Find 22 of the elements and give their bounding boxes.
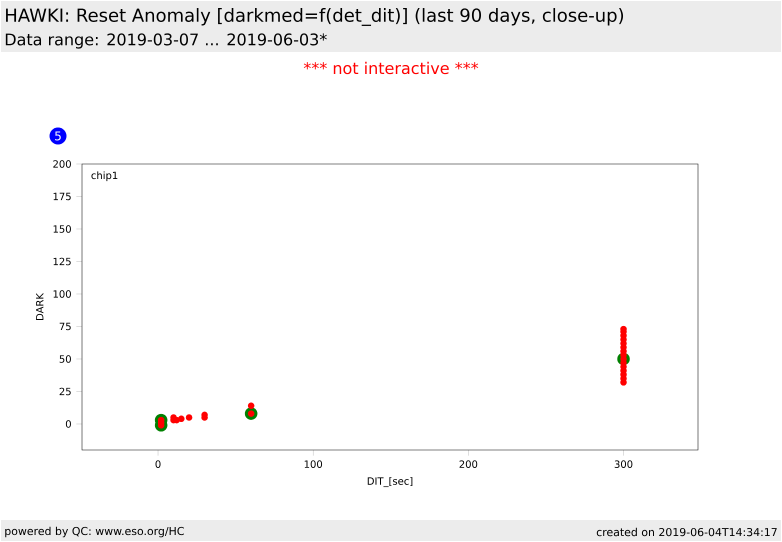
x-tick-label: 0 <box>156 460 161 468</box>
text: *** not interactive *** <box>304 62 478 74</box>
x-tick-label: 200 <box>460 460 478 468</box>
y-tick-label: 100 <box>54 290 71 298</box>
chart-subtitle: Data range: 2019-03-07 ... 2019-06-03* <box>6 33 327 49</box>
text: powered by QC: www.eso.org/HC <box>5 526 184 538</box>
y-tick-label: 25 <box>60 388 71 396</box>
x-tick-label: 300 <box>614 460 632 468</box>
y-tick-label: 150 <box>54 225 71 233</box>
chart-title: HAWKI: Reset Anomaly [darkmed=f(det_dit)] (last 90 days, close-up) <box>6 8 624 26</box>
y-axis-title: DARK <box>36 292 44 320</box>
y-tick-label: 50 <box>60 355 71 363</box>
text: created on 2019-06-04T14:34:17 <box>596 528 777 536</box>
y-tick-label: 200 <box>53 160 71 168</box>
y-tick-label: 175 <box>54 192 71 200</box>
y-tick-label: 75 <box>60 322 71 330</box>
y-tick-label: 125 <box>54 258 71 266</box>
y-tick-label: 0 <box>66 420 71 428</box>
x-tick-label: 100 <box>304 460 322 468</box>
x-axis-title: DIT_[sec] <box>368 477 412 488</box>
text: 5 <box>55 132 61 140</box>
annotation: chip1 <box>91 171 118 182</box>
